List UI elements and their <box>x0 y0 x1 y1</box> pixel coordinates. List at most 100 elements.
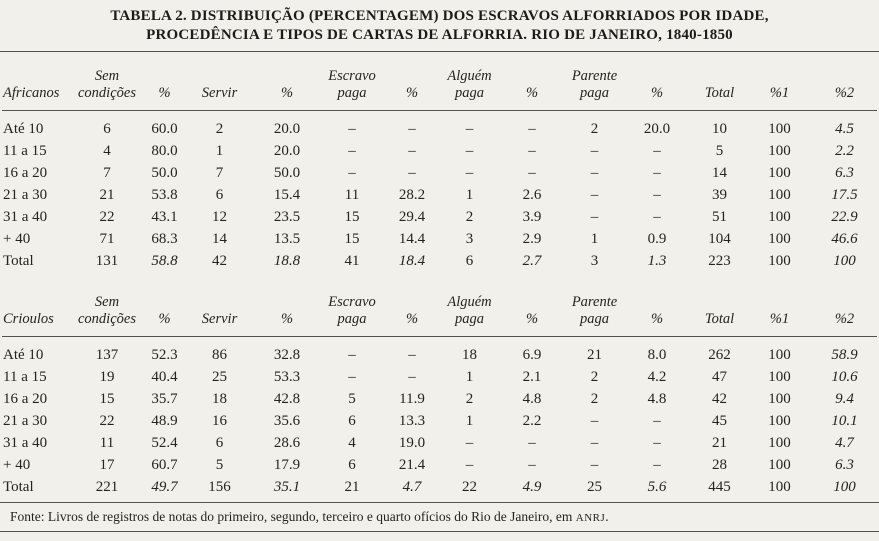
table-row: 31 a 40 22 43.1 12 23.5 15 29.4 2 3.9 – – 51 100 22.9 <box>2 206 877 228</box>
table-cell: 25 <box>587 479 602 495</box>
table-cell: 28 <box>712 457 727 473</box>
horizontal-rule <box>0 502 879 503</box>
table-cell: 3 <box>465 231 474 247</box>
table-cell: – <box>590 457 599 473</box>
table-cell: – <box>653 187 661 203</box>
title-line-2: PROCEDÊNCIA E TIPOS DE CARTAS DE ALFORRI… <box>146 27 733 43</box>
table-cell: 156 <box>208 479 231 495</box>
column-header: % <box>382 278 442 337</box>
table-cell: 52.3 <box>151 347 178 363</box>
table-africanos: Africanos Sem condições% Servir% Escravo pa… <box>2 52 877 272</box>
column-header: % <box>142 278 187 337</box>
column-header: Parente paga <box>567 278 622 337</box>
table-cell: 25 <box>212 369 227 385</box>
table-cell: – <box>528 143 536 159</box>
table-cell: 17.9 <box>273 457 301 473</box>
table-cell: 45 <box>712 413 727 429</box>
table-cell: 53.8 <box>151 187 178 203</box>
table-cell: 100 <box>768 231 791 247</box>
header-row-africanos: Africanos Sem condições% Servir% Escravo pa… <box>2 52 877 111</box>
table-cell: 6 <box>215 187 224 203</box>
table-cell: 80.0 <box>151 143 178 159</box>
table-cell: 14 <box>212 231 227 247</box>
table-cell: 100 <box>768 457 791 473</box>
table-cell: 42.8 <box>273 391 301 407</box>
table-cell: 100 <box>768 391 791 407</box>
table-cell: 6 <box>215 435 224 451</box>
table-cell: 100 <box>768 479 791 495</box>
table-cell: 100 <box>768 121 791 137</box>
table-cell: 15 <box>344 231 360 247</box>
table-cell: 52.4 <box>151 435 178 451</box>
column-header: %1 <box>747 52 812 111</box>
table-cell: 49.7 <box>151 479 178 495</box>
table-row: 21 a 30 21 53.8 6 15.4 11 28.2 1 2.6 – – 39 100 17.5 <box>2 184 877 206</box>
table-cell: 2.1 <box>522 369 542 385</box>
table-cell: 23.5 <box>273 209 301 225</box>
table-cell: – <box>590 209 599 225</box>
table-cell: – <box>408 347 416 363</box>
row-label: Total <box>3 253 34 269</box>
table-cell: 35.1 <box>273 479 301 495</box>
column-header: % <box>252 52 322 111</box>
table-cell: 4.9 <box>522 479 542 495</box>
table-body-crioulos: Até 10 137 52.3 86 32.8– –18 6.9 21 8.0 262 100 58.… <box>2 337 877 499</box>
table-cell: 100 <box>833 479 856 495</box>
table-cell: – <box>528 165 536 181</box>
column-header: % <box>497 278 567 337</box>
table-cell: 40.4 <box>151 369 178 385</box>
table-cell: 35.7 <box>151 391 178 407</box>
table-row: Até 10 137 52.3 86 32.8 – – 18 6.9 21 8.0 262 100 58.… <box>2 337 877 367</box>
table-cell: – <box>465 165 474 181</box>
title-line-1: TABELA 2. DISTRIBUIÇÃO (PERCENTAGEM) DOS… <box>110 8 769 24</box>
table-row: 11 a 15 4 80.0 1 20.0 – – – – – – 5 100 2.2 <box>2 140 877 162</box>
table-cell: 5 <box>348 391 356 407</box>
table-cell: 100 <box>768 165 791 181</box>
column-header: % <box>252 278 322 337</box>
table-cell: 10.1 <box>831 413 858 429</box>
row-label: 21 a 30 <box>3 187 48 203</box>
source-note-abbr: ANRJ <box>575 512 606 524</box>
table-cell: 2 <box>465 391 474 407</box>
table-cell: – <box>528 457 536 473</box>
table-title: TABELA 2. DISTRIBUIÇÃO (PERCENTAGEM) DOS… <box>0 0 879 45</box>
table-cell: 2.2 <box>522 413 542 429</box>
table-cell: 53.3 <box>273 369 301 385</box>
table-crioulos: Crioulos Sem condições% Servir% Escravo pag… <box>2 278 877 498</box>
row-label: 11 a 15 <box>3 143 47 159</box>
table-cell: 50.0 <box>273 165 301 181</box>
table-cell: 17.5 <box>831 187 858 203</box>
table-cell: 19 <box>99 369 115 385</box>
row-label: + 40 <box>3 457 31 473</box>
table-cell: 2 <box>590 121 599 137</box>
column-header: %1 <box>747 278 812 337</box>
table-cell: 100 <box>768 347 791 363</box>
table-cell: 6 <box>103 121 111 137</box>
table-row: 16 a 20 15 35.7 18 42.8 5 11.9 2 4.8 2 4.8 42 100 9.4 <box>2 388 877 410</box>
table-cell: 20.0 <box>643 121 671 137</box>
column-header: %2 <box>812 278 877 337</box>
table-cell: 15.4 <box>273 187 301 203</box>
table-cell: 3.9 <box>522 209 542 225</box>
table-cell: 10 <box>712 121 727 137</box>
table-cell: – <box>590 435 599 451</box>
table-cell: 100 <box>768 187 791 203</box>
table-cell: 46.6 <box>831 231 858 247</box>
table-cell: – <box>653 435 661 451</box>
table-cell: 17 <box>99 457 115 473</box>
table-row: + 40 71 68.3 14 13.5 15 14.4 3 2.9 1 0.9 104 100 46.6 <box>2 228 877 250</box>
table-cell: 4.8 <box>647 391 667 407</box>
table-cell: 20.0 <box>273 121 301 137</box>
column-header: Alguém paga <box>442 278 497 337</box>
table-cell: 21 <box>712 435 727 451</box>
table-cell: 100 <box>768 413 791 429</box>
table-cell: 20.0 <box>273 143 301 159</box>
table-cell: 50.0 <box>151 165 178 181</box>
horizontal-rule <box>0 51 879 52</box>
table-cell: 28.2 <box>398 187 426 203</box>
table-cell: 28.6 <box>273 435 301 451</box>
column-header: Sem condições <box>72 52 142 111</box>
table-cell: 68.3 <box>151 231 178 247</box>
table-cell: 58.9 <box>831 347 858 363</box>
table-cell: 29.4 <box>398 209 426 225</box>
